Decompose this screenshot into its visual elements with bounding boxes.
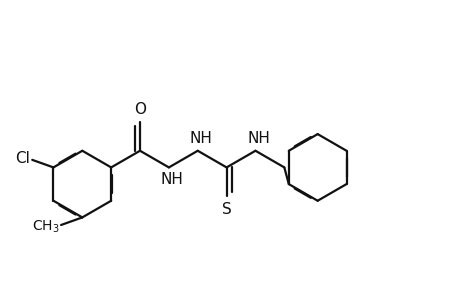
Text: O: O [134,102,146,117]
Text: NH: NH [246,131,269,146]
Text: CH$_3$: CH$_3$ [32,218,60,235]
Text: S: S [221,202,231,217]
Text: Cl: Cl [15,151,30,166]
Text: NH: NH [189,131,212,146]
Text: NH: NH [160,172,183,187]
